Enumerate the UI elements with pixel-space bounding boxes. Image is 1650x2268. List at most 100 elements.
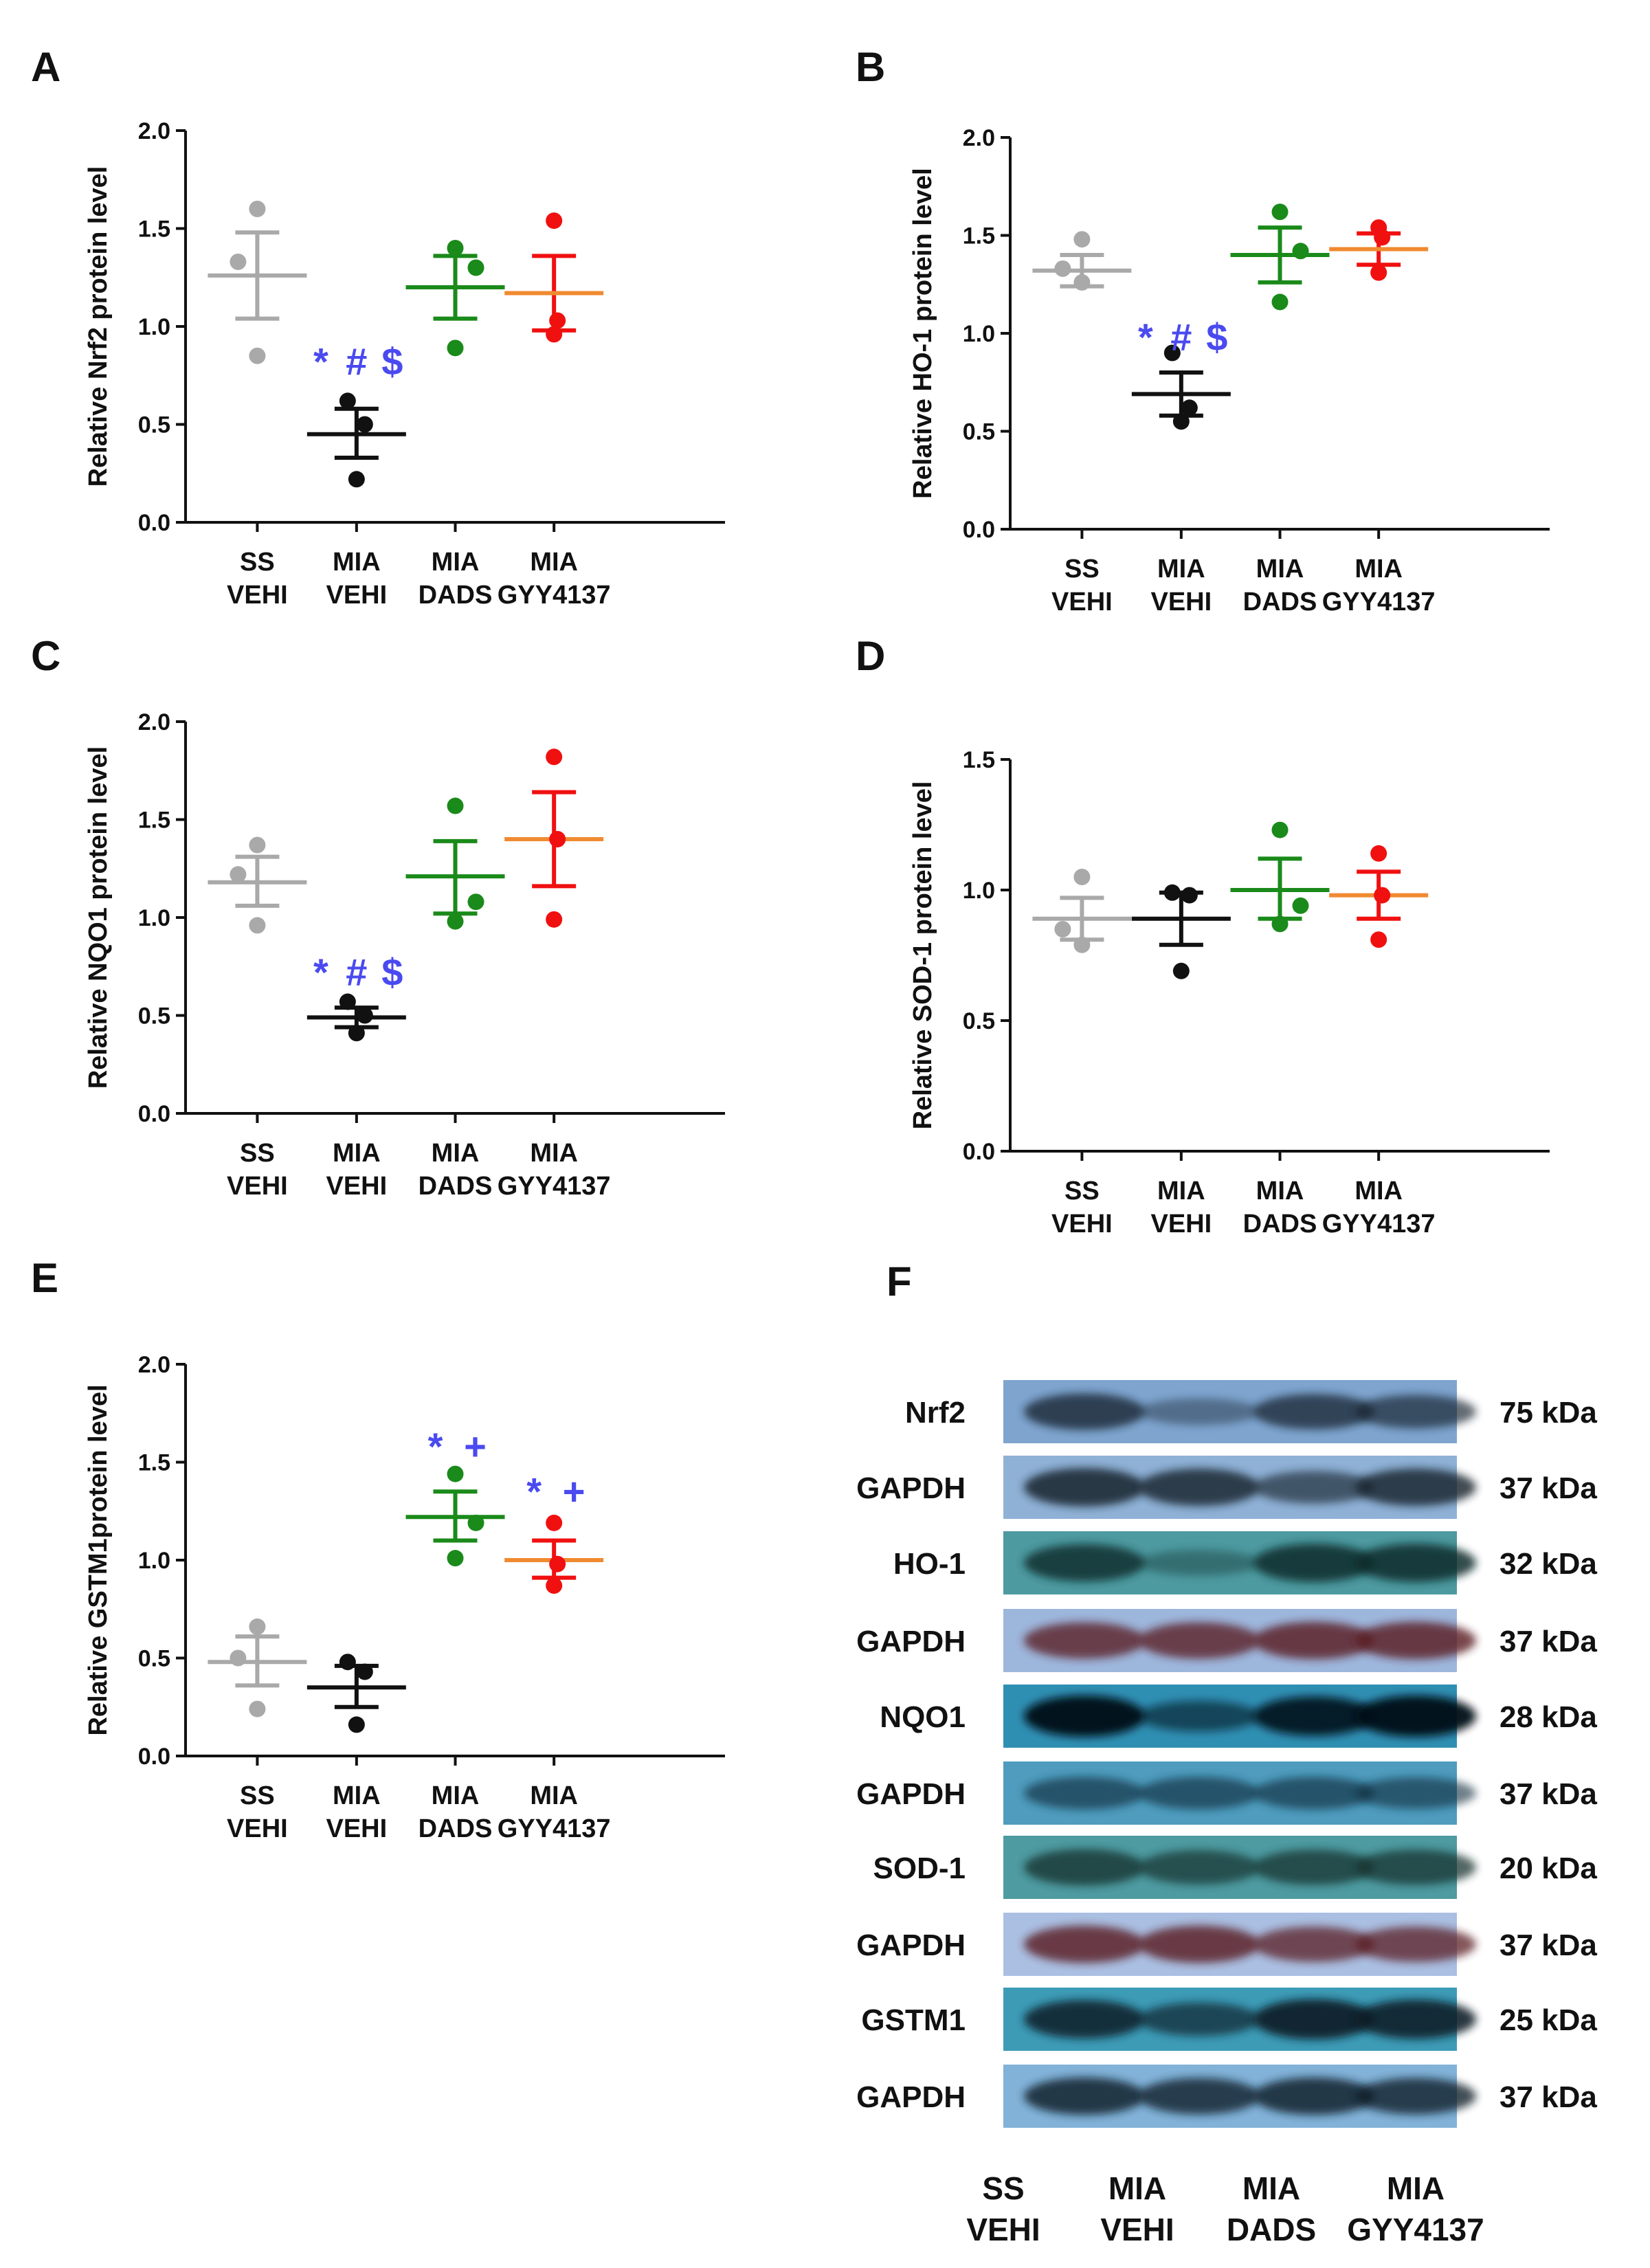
blot-protein-label: GAPDH — [856, 1777, 966, 1811]
series-mia-dads — [1230, 203, 1330, 311]
series-mia-gyy4137 — [504, 748, 604, 928]
blot-lane-label: MIA DADS — [1227, 2170, 1316, 2247]
blot-kda-label: 32 kDa — [1500, 1547, 1597, 1581]
blot-band — [1355, 1696, 1476, 1737]
blot-lane-label: SS VEHI — [966, 2170, 1040, 2247]
data-point — [348, 471, 365, 488]
blot-band — [1253, 1621, 1374, 1660]
data-point — [549, 1555, 566, 1572]
blot-band — [1253, 1777, 1374, 1810]
x-tick-label: SS VEHI — [227, 1139, 288, 1201]
blot-band — [1024, 1696, 1145, 1737]
significance-mark: + — [464, 1425, 487, 1468]
y-tick-label: 0.0 — [963, 517, 995, 543]
data-point — [1271, 293, 1289, 311]
significance-mark: # — [1170, 315, 1192, 359]
blot-band — [1355, 1394, 1476, 1429]
blot-lane-label-line: MIA — [1387, 2170, 1445, 2206]
panel-letter: A — [31, 44, 60, 90]
blot-band — [1139, 1849, 1260, 1885]
blot-kda-label: 37 kDa — [1500, 1777, 1597, 1811]
blot-band — [1139, 1700, 1260, 1732]
data-point — [339, 392, 356, 410]
blot-row-gapdh: GAPDH 37 kDa — [856, 1913, 1597, 1976]
x-tick-label: MIA VEHI — [326, 548, 387, 610]
data-point — [1073, 869, 1091, 885]
data-point — [1271, 203, 1289, 221]
x-tick-label-line: MIA — [530, 548, 578, 577]
blot-band — [1139, 1622, 1260, 1659]
x-tick-label-line: GYY4137 — [498, 1172, 611, 1201]
data-point — [1181, 399, 1198, 416]
blot-band — [1024, 1849, 1145, 1886]
y-axis-label: Relative Nrf2 protein level — [84, 166, 113, 487]
y-axis-label: Relative GSTM1protein level — [84, 1384, 113, 1735]
significance-mark: # — [346, 950, 367, 994]
x-tick-label-line: MIA — [1354, 555, 1403, 583]
blot-band — [1139, 2002, 1260, 2036]
x-tick-label-line: SS — [240, 548, 275, 577]
data-point — [230, 253, 247, 270]
x-tick-label-line: VEHI — [227, 1172, 288, 1201]
blot-protein-label: GAPDH — [856, 1471, 966, 1505]
data-point — [1073, 231, 1091, 248]
significance-mark: # — [346, 340, 367, 383]
blot-band — [1355, 2078, 1476, 2115]
data-point — [1054, 260, 1071, 277]
x-tick-label: MIA VEHI — [1150, 1177, 1212, 1238]
series-ss-vehi — [1032, 231, 1132, 291]
data-point — [1054, 921, 1071, 937]
x-tick-label-line: MIA — [333, 548, 381, 577]
chart-panel-b: B 0.0 0.5 1.0 1.5 2.0 Relative HO-1 protein le… — [856, 44, 1550, 616]
x-tick-label-line: VEHI — [326, 1814, 387, 1843]
x-tick-label-line: DADS — [1243, 588, 1317, 616]
y-tick-label: 2.0 — [963, 125, 995, 151]
x-tick-label-line: DADS — [419, 581, 493, 610]
data-point — [447, 340, 464, 357]
blot-row-gapdh: GAPDH 37 kDa — [856, 2065, 1597, 2128]
x-tick-label-line: VEHI — [326, 1172, 387, 1201]
y-tick-label: 0.0 — [138, 1744, 170, 1770]
chart-panel-a: A 0.0 0.5 1.0 1.5 2.0 Relative Nrf2 protein le… — [31, 44, 725, 610]
x-tick-label: MIA DADS — [1243, 1177, 1317, 1238]
data-point — [1374, 229, 1391, 246]
y-tick-label: 1.0 — [138, 314, 170, 340]
blot-band — [1024, 1777, 1145, 1810]
data-point — [1374, 887, 1391, 904]
x-tick-label-line: VEHI — [1150, 1210, 1212, 1238]
blot-row-gapdh: GAPDH 37 kDa — [856, 1456, 1597, 1519]
x-tick-label: SS VEHI — [1051, 1177, 1113, 1238]
blot-band — [1253, 1926, 1374, 1962]
significance-mark: * — [1138, 315, 1153, 359]
blot-kda-label: 37 kDa — [1500, 1471, 1597, 1505]
blot-kda-label: 28 kDa — [1500, 1700, 1597, 1734]
x-tick-label: MIA GYY4137 — [498, 1781, 611, 1843]
blot-band — [1139, 2078, 1260, 2115]
significance-mark: $ — [1206, 315, 1227, 359]
blot-band — [1355, 1926, 1476, 1962]
series-ss-vehi — [208, 1618, 307, 1717]
data-point — [447, 240, 464, 256]
blot-row-nrf2: Nrf2 75 kDa — [905, 1380, 1597, 1443]
data-point — [546, 1577, 563, 1594]
x-tick-label-line: VEHI — [227, 1814, 288, 1843]
x-tick-label-line: MIA — [432, 1139, 480, 1168]
x-tick-label-line: MIA — [333, 1781, 381, 1810]
blot-band — [1024, 1393, 1145, 1430]
x-tick-label-line: VEHI — [1051, 588, 1113, 616]
data-point — [249, 1618, 266, 1635]
series-mia-dads — [405, 240, 505, 357]
blot-band — [1139, 1550, 1260, 1576]
panel-letter: E — [31, 1255, 58, 1301]
data-point — [348, 1025, 365, 1042]
data-point — [447, 797, 464, 814]
blot-band — [1253, 2077, 1374, 2115]
x-tick-label-line: MIA — [432, 548, 480, 577]
x-tick-label-line: GYY4137 — [1322, 588, 1436, 616]
data-point — [339, 1654, 356, 1671]
x-tick-label: MIA GYY4137 — [498, 1139, 611, 1201]
x-tick-label: MIA GYY4137 — [498, 548, 611, 610]
y-tick-label: 2.0 — [138, 709, 170, 735]
data-point — [1172, 962, 1190, 979]
blot-kda-label: 25 kDa — [1500, 2003, 1597, 2037]
